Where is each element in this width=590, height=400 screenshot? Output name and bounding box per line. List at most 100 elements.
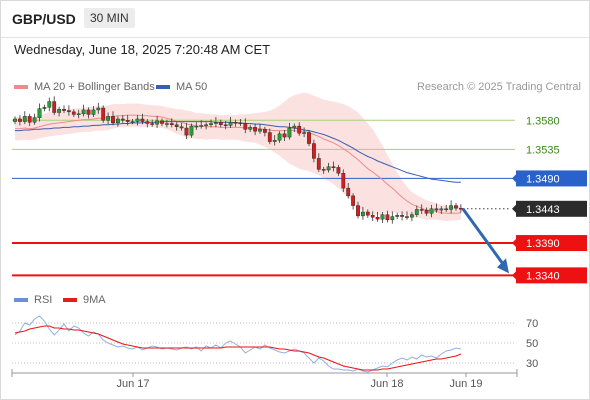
candle-body — [184, 127, 189, 136]
candle-body — [395, 215, 400, 217]
ma20-swatch — [14, 85, 28, 90]
candle-body — [37, 108, 42, 118]
header-bar: GBP/USD 30 MIN — [1, 1, 589, 38]
candle-body — [91, 109, 96, 115]
candle-body — [272, 140, 277, 142]
rsi-legend-label: RSI — [34, 294, 53, 306]
candle-body — [213, 122, 218, 124]
candle-body — [189, 125, 194, 136]
level-label-0: 1.3580 — [526, 115, 560, 127]
candle-body — [410, 214, 414, 218]
ma9-legend-label: 9MA — [83, 294, 106, 306]
candle-body — [27, 116, 32, 123]
time-tick-label-0: Jun 17 — [116, 378, 149, 390]
candle-body — [120, 118, 125, 121]
candle-body — [434, 208, 439, 211]
candle-body — [346, 187, 351, 197]
candle-body — [125, 120, 130, 122]
candle-body — [194, 125, 199, 128]
timeframe-button[interactable]: 30 MIN — [84, 8, 135, 28]
candle-body — [390, 216, 395, 220]
credit-label: Research © 2025 Trading Central — [416, 81, 581, 93]
candle-body — [223, 124, 228, 126]
candle-body — [248, 127, 253, 130]
rsi-swatch — [14, 298, 28, 303]
candle-body — [13, 118, 17, 122]
candle-body — [375, 217, 380, 220]
candle-body — [106, 116, 111, 121]
candle-body — [439, 208, 444, 211]
candle-body — [336, 167, 341, 174]
candle-body — [174, 124, 179, 127]
candle-body — [277, 133, 282, 141]
currency-pair-title: GBP/USD — [12, 11, 76, 27]
candle-body — [145, 121, 150, 124]
candle-body — [18, 118, 22, 122]
level-badge-pointer-5 — [512, 271, 516, 280]
candle-body — [22, 116, 27, 122]
candle-body — [297, 125, 302, 134]
candle-body — [292, 125, 297, 129]
candle-body — [228, 122, 233, 126]
candle-body — [130, 121, 135, 123]
candle-body — [66, 110, 71, 113]
legend-rsi: RSI — [14, 294, 52, 306]
level-badge-pointer-3 — [512, 204, 516, 213]
candle-body — [321, 169, 326, 171]
ma20-legend-label: MA 20 + Bollinger Bands — [34, 81, 155, 93]
candle-body — [233, 122, 238, 124]
candle-body — [361, 211, 365, 217]
candle-body — [243, 123, 248, 130]
rsi-level-label-0: 70 — [526, 318, 538, 330]
candle-body — [155, 120, 159, 125]
candle-body — [47, 101, 52, 108]
candle-body — [140, 118, 145, 122]
candle-body — [179, 126, 184, 129]
candle-body — [424, 209, 429, 214]
candle-body — [111, 116, 115, 124]
rsi-ma9-line — [14, 325, 462, 371]
rsi-line — [14, 315, 461, 373]
candle-body — [414, 209, 419, 215]
legend-ma9: 9MA — [63, 294, 106, 306]
candle-body — [351, 195, 355, 206]
candle-body — [380, 214, 385, 220]
level-badge-pointer-4 — [512, 239, 516, 248]
ma50-legend-label: MA 50 — [176, 81, 208, 93]
candle-body — [101, 107, 106, 121]
candle-body — [287, 127, 292, 138]
candle-body — [312, 143, 316, 159]
candle-body — [326, 166, 331, 171]
level-label-4: 1.3390 — [526, 238, 560, 250]
candle-body — [449, 205, 453, 210]
candle-body — [459, 207, 463, 210]
candle-body — [316, 158, 321, 170]
candle-body — [356, 205, 360, 217]
candle-body — [429, 208, 434, 214]
candle-body — [199, 125, 204, 127]
candle-body — [218, 122, 223, 125]
candle-body — [400, 215, 404, 217]
candle-body — [96, 107, 101, 111]
level-badge-pointer-2 — [512, 174, 516, 183]
time-tick-label-1: Jun 18 — [370, 378, 403, 390]
candle-body — [150, 123, 155, 125]
datetime-label: Wednesday, June 18, 2025 7:20:48 AM CET — [14, 42, 271, 57]
forecast-arrow-shaft — [461, 207, 506, 267]
candle-body — [135, 118, 140, 122]
candle-body — [86, 109, 91, 115]
ma50-line — [15, 121, 461, 183]
candle-body — [365, 211, 370, 216]
forecast-arrow-head — [497, 258, 509, 274]
candle-body — [71, 111, 76, 115]
candle-body — [385, 214, 390, 220]
candle-body — [52, 101, 57, 113]
candle-body — [263, 129, 267, 133]
candle-body — [307, 132, 311, 144]
level-badge-4 — [516, 235, 587, 252]
candle-body — [331, 166, 336, 168]
ma50-swatch — [156, 85, 170, 90]
rsi-level-label-1: 50 — [526, 338, 538, 350]
time-tick-label-2: Jun 19 — [449, 378, 482, 390]
candle-body — [238, 122, 243, 125]
